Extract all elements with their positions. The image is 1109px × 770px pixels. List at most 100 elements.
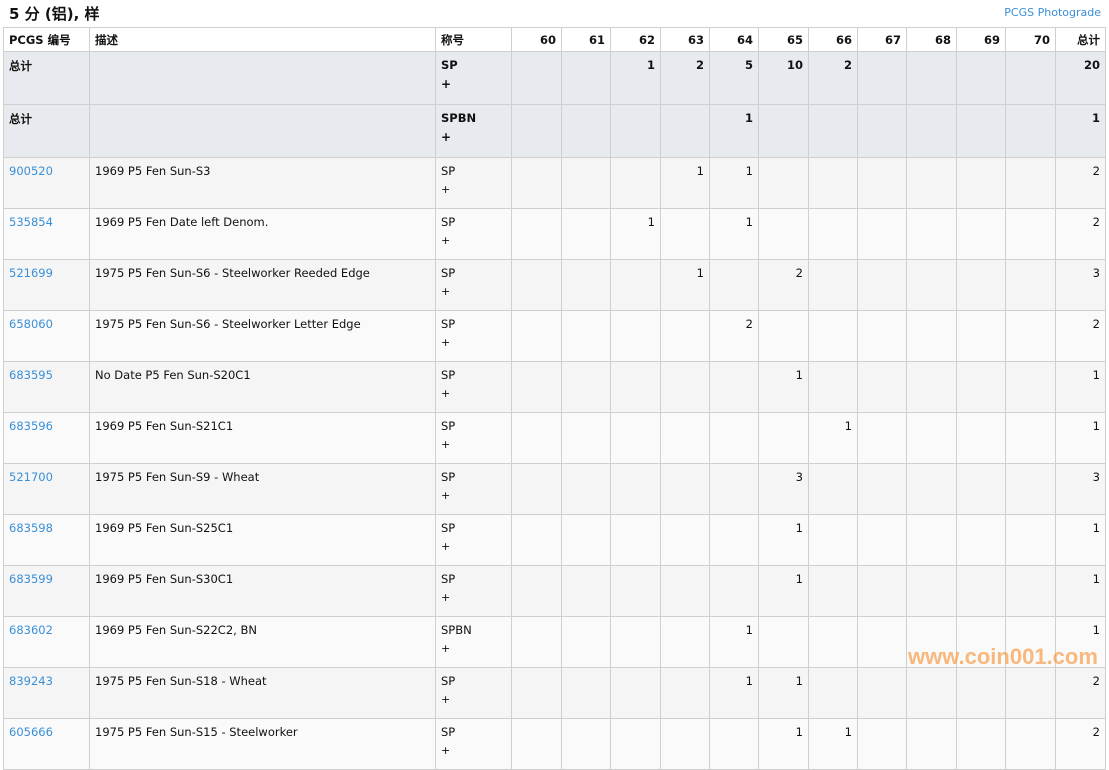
count-grade-60	[511, 667, 562, 719]
header-grade-70: 70	[1005, 27, 1056, 52]
count-grade-70	[1005, 104, 1056, 158]
header-grade-65: 65	[758, 27, 809, 52]
coin-description: 1969 P5 Fen Date left Denom.	[89, 208, 436, 260]
row-total: 2	[1055, 718, 1106, 770]
row-total: 3	[1055, 259, 1106, 311]
totals-row: 总计 SP +1 2 5 10 2 20	[3, 51, 1106, 105]
designation: SP	[441, 58, 458, 72]
count-grade-64: 1	[709, 616, 759, 668]
designation: SP	[441, 368, 456, 382]
count-grade-64: 5	[709, 51, 759, 105]
count-grade-65	[758, 104, 809, 158]
count-grade-62	[610, 718, 661, 770]
count-grade-61	[561, 208, 611, 260]
count-grade-64	[709, 463, 759, 515]
table-row: 683602 1969 P5 Fen Sun-S22C2, BN SPBN +1 1	[3, 616, 1106, 668]
count-grade-68	[906, 208, 957, 260]
count-grade-69	[956, 514, 1006, 566]
pcgs-number-link[interactable]: 683598	[9, 521, 53, 535]
count-grade-65	[758, 310, 809, 362]
header-pcgs: PCGS 编号	[3, 27, 90, 52]
count-grade-69	[956, 157, 1006, 209]
table-row: 521699 1975 P5 Fen Sun-S6 - Steelworker R…	[3, 259, 1106, 311]
plus-grade-marker: +	[441, 642, 451, 655]
plus-grade-marker: +	[441, 234, 451, 247]
coin-description: 1975 P5 Fen Sun-S6 - Steelworker Letter …	[89, 310, 436, 362]
pcgs-cell: 605666	[3, 718, 90, 770]
pcgs-number-link[interactable]: 683602	[9, 623, 53, 637]
pcgs-number-link[interactable]: 900520	[9, 164, 53, 178]
header-grade-64: 64	[709, 27, 759, 52]
count-grade-63	[660, 412, 710, 464]
count-grade-63	[660, 514, 710, 566]
pcgs-number-link[interactable]: 683599	[9, 572, 53, 586]
count-grade-65: 1	[758, 565, 809, 617]
count-grade-68	[906, 718, 957, 770]
count-grade-68	[906, 259, 957, 311]
designation: SP	[441, 266, 456, 280]
count-grade-61	[561, 51, 611, 105]
pcgs-number-link[interactable]: 535854	[9, 215, 53, 229]
count-grade-68	[906, 514, 957, 566]
designation-cell: SP +	[435, 514, 512, 566]
designation-cell: SP +	[435, 51, 512, 105]
count-grade-69	[956, 412, 1006, 464]
designation: SP	[441, 470, 456, 484]
pcgs-number-link[interactable]: 605666	[9, 725, 53, 739]
header-grade-68: 68	[906, 27, 957, 52]
count-grade-62	[610, 565, 661, 617]
count-grade-70	[1005, 51, 1056, 105]
pcgs-number-link[interactable]: 521699	[9, 266, 53, 280]
count-grade-63: 1	[660, 259, 710, 311]
coin-description: 1969 P5 Fen Sun-S30C1	[89, 565, 436, 617]
table-row: 683596 1969 P5 Fen Sun-S21C1 SP +1 1	[3, 412, 1106, 464]
count-grade-61	[561, 463, 611, 515]
count-grade-66	[808, 667, 858, 719]
designation-cell: SP +	[435, 565, 512, 617]
count-grade-62	[610, 259, 661, 311]
pcgs-number-link[interactable]: 658060	[9, 317, 53, 331]
count-grade-63	[660, 463, 710, 515]
count-grade-61	[561, 310, 611, 362]
count-grade-66	[808, 208, 858, 260]
header-designation: 称号	[435, 27, 512, 52]
coin-description: 1975 P5 Fen Sun-S9 - Wheat	[89, 463, 436, 515]
count-grade-62: 1	[610, 51, 661, 105]
designation: SPBN	[441, 623, 472, 637]
pcgs-number-link[interactable]: 521700	[9, 470, 53, 484]
count-grade-70	[1005, 514, 1056, 566]
count-grade-60	[511, 565, 562, 617]
count-grade-66: 2	[808, 51, 858, 105]
count-grade-60	[511, 157, 562, 209]
count-grade-70	[1005, 412, 1056, 464]
count-grade-69	[956, 208, 1006, 260]
designation-cell: SP +	[435, 157, 512, 209]
row-total: 1	[1055, 361, 1106, 413]
pcgs-number-link[interactable]: 839243	[9, 674, 53, 688]
table-row: 900520 1969 P5 Fen Sun-S3 SP +1 1 2	[3, 157, 1106, 209]
count-grade-68	[906, 667, 957, 719]
count-grade-64	[709, 565, 759, 617]
count-grade-63	[660, 565, 710, 617]
count-grade-70	[1005, 310, 1056, 362]
totals-label: 总计	[3, 104, 90, 158]
count-grade-66	[808, 616, 858, 668]
pcgs-number-link[interactable]: 683595	[9, 368, 53, 382]
pcgs-photograde-link[interactable]: PCGS Photograde	[1004, 6, 1101, 19]
coin-description: 1969 P5 Fen Sun-S22C2, BN	[89, 616, 436, 668]
count-grade-62	[610, 514, 661, 566]
designation: SP	[441, 164, 456, 178]
plus-grade-marker: +	[441, 693, 451, 706]
row-total: 1	[1055, 412, 1106, 464]
plus-grade-marker: +	[441, 285, 451, 298]
pcgs-number-link[interactable]: 683596	[9, 419, 53, 433]
count-grade-70	[1005, 463, 1056, 515]
count-grade-66: 1	[808, 718, 858, 770]
count-grade-62: 1	[610, 208, 661, 260]
count-grade-65	[758, 616, 809, 668]
count-grade-68	[906, 463, 957, 515]
count-grade-69	[956, 104, 1006, 158]
designation: SPBN	[441, 111, 477, 125]
pcgs-cell: 683602	[3, 616, 90, 668]
count-grade-64	[709, 259, 759, 311]
